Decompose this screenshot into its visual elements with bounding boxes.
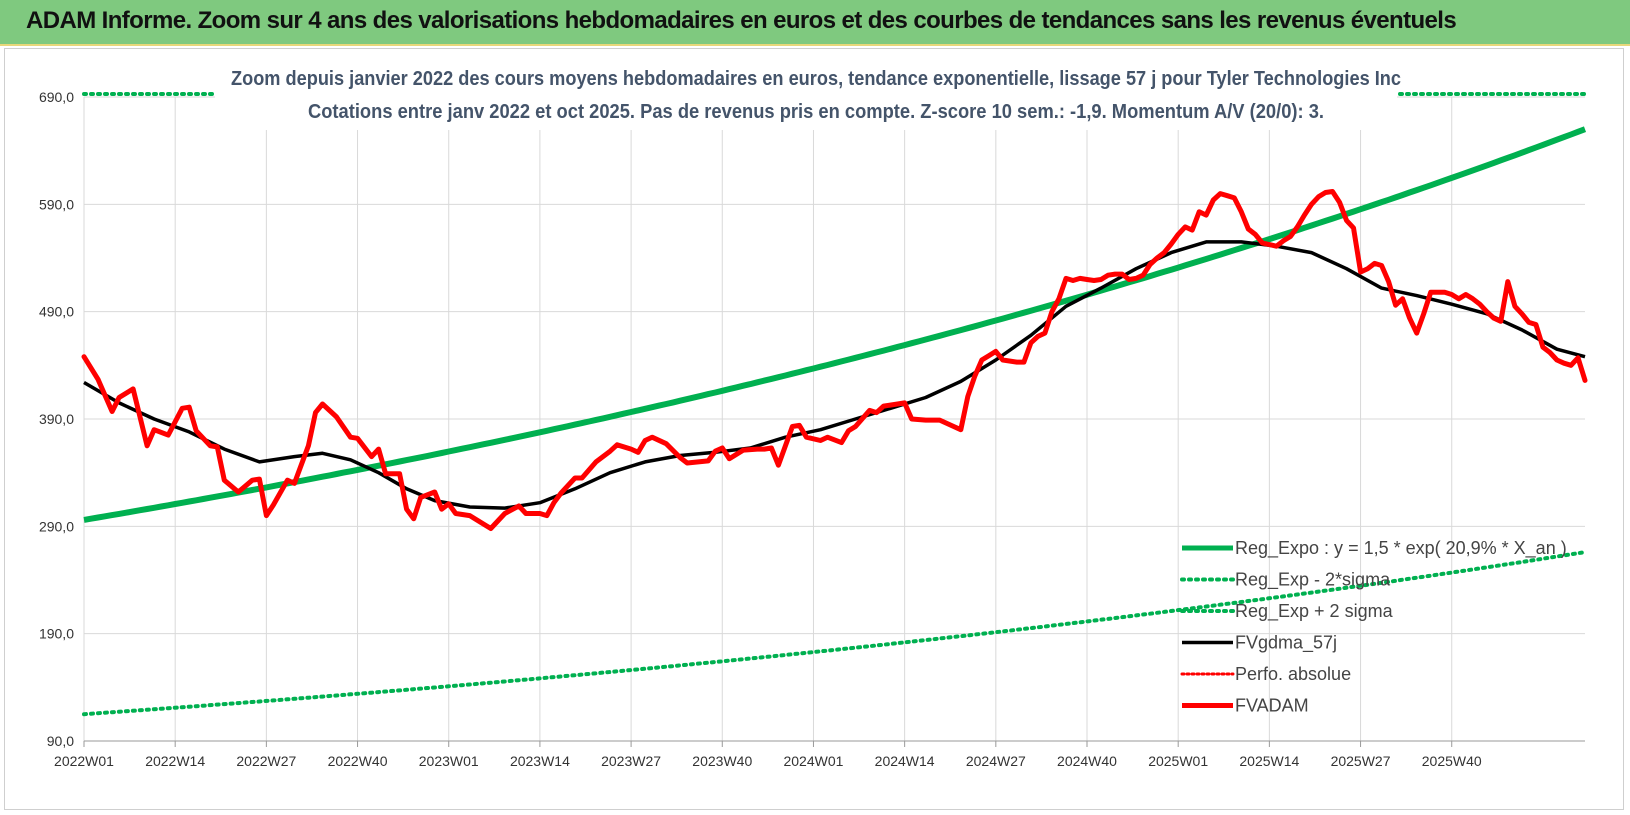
legend-label: Reg_Exp - 2*sigma bbox=[1235, 570, 1391, 591]
y-tick-label: 90,0 bbox=[47, 733, 74, 749]
x-tick-label: 2024W14 bbox=[875, 753, 935, 769]
legend-label: Perfo. absolue bbox=[1235, 664, 1351, 684]
chart-title: Zoom depuis janvier 2022 des cours moyen… bbox=[231, 68, 1401, 90]
y-tick-label: 490,0 bbox=[39, 304, 74, 320]
x-axis: 2022W01 2022W14 2022W27 2022W40 2023W01 2023W… bbox=[54, 740, 1585, 769]
legend-label: FVADAM bbox=[1235, 696, 1309, 716]
series-reg-expo bbox=[83, 126, 1587, 523]
x-tick-label: 2025W01 bbox=[1148, 753, 1208, 769]
y-axis: 690,0 590,0 490,0 390,0 290,0 190,0 90,0 bbox=[39, 89, 74, 749]
y-tick-label: 290,0 bbox=[39, 518, 74, 534]
y-tick-label: 690,0 bbox=[39, 89, 74, 105]
x-tick-label: 2023W01 bbox=[419, 753, 479, 769]
legend-label: Reg_Expo : y = 1,5 * exp( 20,9% * X_an ) bbox=[1235, 538, 1567, 559]
y-tick-label: 590,0 bbox=[39, 196, 74, 212]
legend-label: FVgdma_57j bbox=[1235, 633, 1337, 654]
x-tick-label: 2025W27 bbox=[1331, 753, 1391, 769]
legend-label: Reg_Exp + 2 sigma bbox=[1235, 601, 1394, 622]
chart-subtitle: Cotations entre janv 2022 et oct 2025. P… bbox=[308, 101, 1324, 123]
chart-frame bbox=[4, 48, 1624, 810]
series-group bbox=[81, 92, 1588, 717]
y-tick-label: 390,0 bbox=[39, 411, 74, 427]
x-tick-label: 2022W14 bbox=[145, 753, 205, 769]
legend: Reg_Expo : y = 1,5 * exp( 20,9% * X_an )… bbox=[1180, 538, 1567, 716]
x-tick-label: 2023W14 bbox=[510, 753, 570, 769]
series-reg-minus-2sigma bbox=[82, 550, 1587, 717]
x-tick-label: 2023W27 bbox=[601, 753, 661, 769]
x-tick-label: 2024W40 bbox=[1057, 753, 1117, 769]
chart-titles: Zoom depuis janvier 2022 des cours moyen… bbox=[215, 58, 1401, 130]
x-tick-label: 2024W27 bbox=[966, 753, 1026, 769]
x-tick-label: 2025W40 bbox=[1422, 753, 1482, 769]
x-tick-label: 2022W01 bbox=[54, 753, 114, 769]
banner-title: ADAM Informe. Zoom sur 4 ans des valoris… bbox=[26, 7, 1457, 34]
top-banner: ADAM Informe. Zoom sur 4 ans des valoris… bbox=[0, 0, 1630, 46]
x-tick-label: 2024W01 bbox=[783, 753, 843, 769]
x-tick-label: 2022W40 bbox=[328, 753, 388, 769]
x-tick-label: 2022W27 bbox=[236, 753, 296, 769]
series-fvgdma-57j bbox=[83, 240, 1586, 510]
x-tick-label: 2023W40 bbox=[692, 753, 752, 769]
gridlines bbox=[83, 96, 1585, 742]
y-tick-label: 190,0 bbox=[39, 626, 74, 642]
series-fvadam bbox=[81, 189, 1588, 531]
x-tick-label: 2025W14 bbox=[1239, 753, 1299, 769]
